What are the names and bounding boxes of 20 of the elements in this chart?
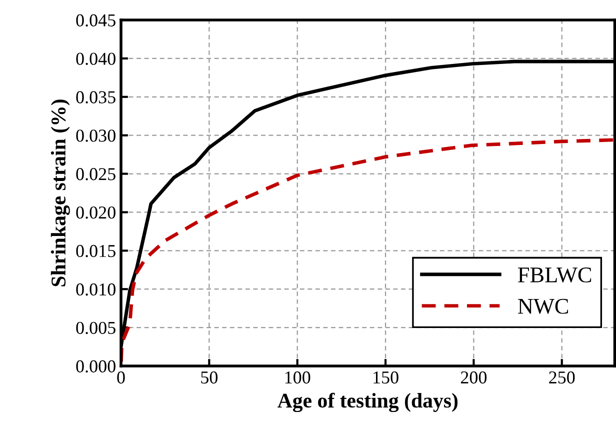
x-tick-label: 250 <box>549 371 575 384</box>
y-tick-label: 0.030 <box>76 130 116 142</box>
x-axis-title: Age of testing (days) <box>278 392 458 412</box>
x-tick-label: 0 <box>117 371 125 384</box>
y-tick-label: 0.035 <box>76 91 116 104</box>
x-tick-label: 50 <box>201 371 218 384</box>
y-tick-label: 0.025 <box>76 168 116 180</box>
x-tick-label: 200 <box>460 371 487 384</box>
y-tick-label: 0.000 <box>76 360 116 373</box>
y-tick-label: 0.005 <box>76 322 116 334</box>
y-tick-label: 0.010 <box>76 283 116 296</box>
y-tick-label: 0.015 <box>76 244 116 258</box>
y-axis-title: Shrinkage strain (%) <box>50 100 70 286</box>
y-tick-label: 0.040 <box>76 52 116 65</box>
y-tick-label: 0.045 <box>76 14 116 27</box>
legend-label: FBLWC <box>518 267 592 283</box>
legend-label: NWC <box>518 298 568 314</box>
x-tick-label: 100 <box>285 371 310 384</box>
x-tick-label: 150 <box>374 371 398 384</box>
y-tick-label: 0.020 <box>76 206 116 219</box>
